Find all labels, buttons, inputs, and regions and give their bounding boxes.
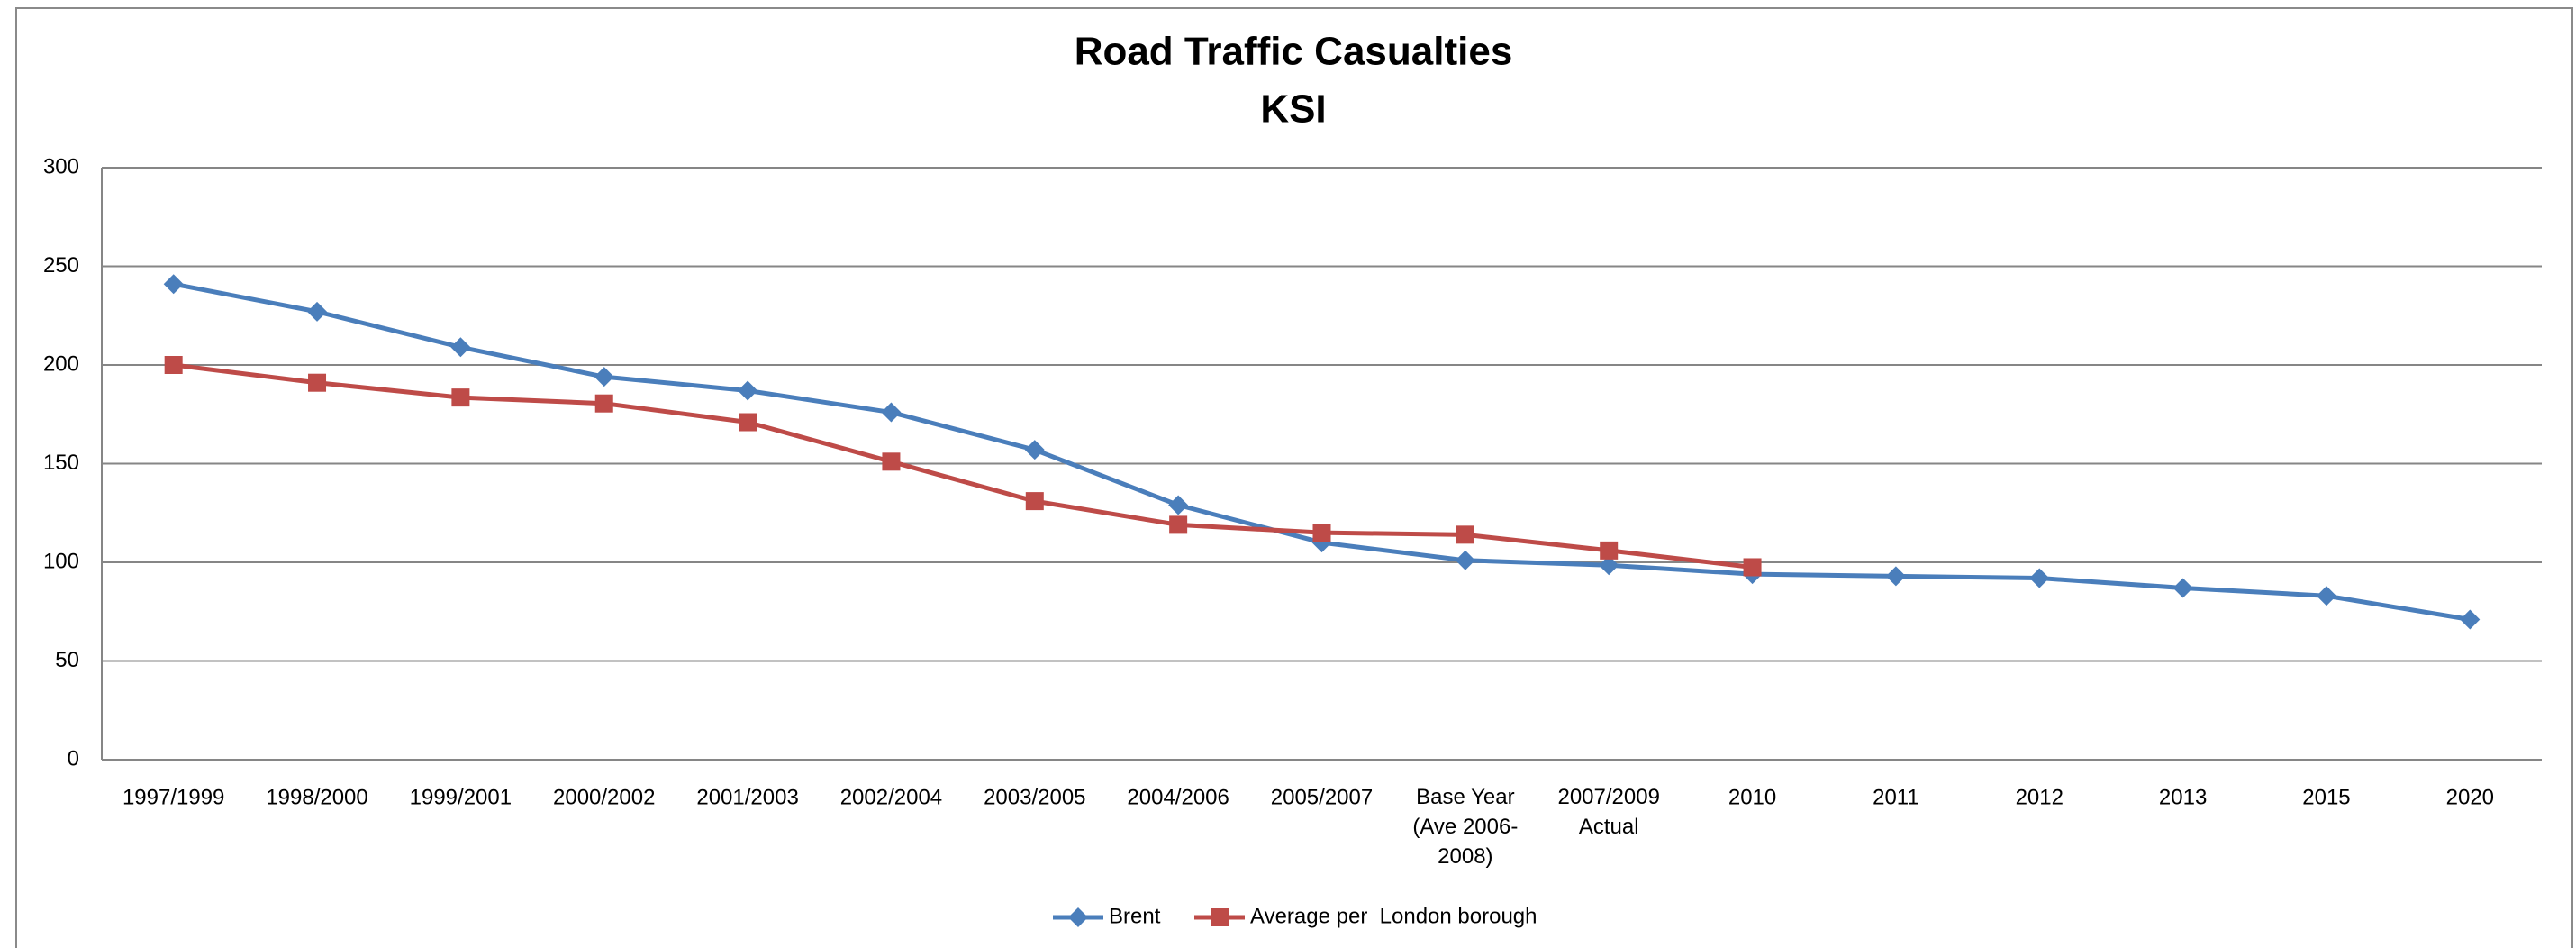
y-tick-label: 250 [43,253,79,278]
data-point [882,452,901,471]
data-point [450,337,471,358]
y-tick-label: 50 [55,648,79,672]
data-point [739,413,757,432]
data-point [308,373,327,392]
y-tick-label: 150 [43,451,79,475]
data-point [1885,566,1906,587]
chart-frame [15,7,2573,948]
data-point [1600,541,1619,560]
x-tick-label: 2003/2005 [984,785,1085,809]
data-point [2316,586,2336,606]
x-tick-label: 2015 [2302,785,2350,809]
data-point [594,367,614,387]
x-tick-label: 2000/2002 [553,785,655,809]
chart-subtitle: KSI [1260,87,1326,132]
x-tick-label: 2012 [2016,785,2064,809]
x-tick-label: 1999/2001 [410,785,512,809]
data-point [594,394,613,413]
data-point [163,274,184,295]
legend-label: Brent [1109,904,1161,928]
x-tick-label: 2013 [2159,785,2207,809]
legend-marker [1068,907,1088,927]
data-point [1312,524,1331,542]
y-tick-label: 100 [43,549,79,573]
x-tick-label: 2020 [2446,785,2494,809]
data-point [1024,440,1045,460]
data-point [1743,558,1762,577]
data-point [2172,578,2193,598]
x-tick-label: 1997/1999 [122,785,224,809]
data-point [307,301,328,322]
data-point [738,380,758,401]
data-point [881,402,902,423]
data-point [1025,492,1044,511]
data-point [1599,555,1619,576]
data-point [2029,568,2050,588]
y-tick-label: 200 [43,351,79,376]
chart-title: Road Traffic Casualties [1075,30,1513,74]
data-point [1168,495,1189,515]
y-tick-label: 0 [68,746,79,770]
x-tick-label: 2007/2009 Actual [1557,785,1659,839]
legend-label: Average per London borough [1250,904,1537,928]
x-tick-label: 2005/2007 [1271,785,1373,809]
data-point [1455,550,1475,570]
legend-marker [1211,908,1229,926]
x-tick-label: 2004/2006 [1127,785,1229,809]
x-tick-label: 2001/2003 [696,785,798,809]
data-point [164,356,183,374]
data-point [2460,609,2481,630]
series-line [173,362,1753,570]
x-tick-label: 1998/2000 [266,785,367,809]
x-tick-label: Base Year (Ave 2006-2008) [1412,785,1518,869]
data-point [1456,525,1474,544]
x-tick-label: 2002/2004 [840,785,942,809]
x-tick-label: 2010 [1728,785,1776,809]
data-point [451,388,470,407]
data-point [1169,515,1188,534]
x-tick-label: 2011 [1873,785,1919,809]
y-tick-label: 300 [43,154,79,178]
